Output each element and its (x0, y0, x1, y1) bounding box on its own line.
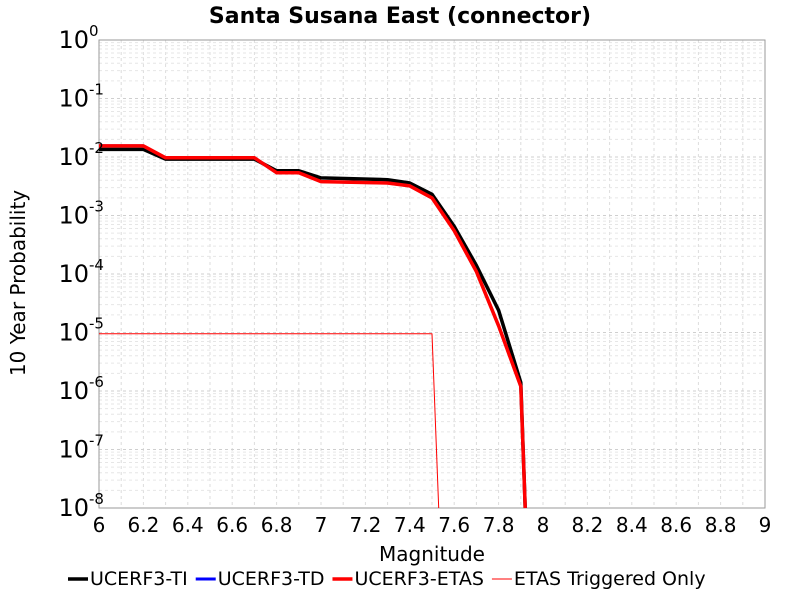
y-tick-label: 10 -6 (58, 373, 104, 405)
x-tick-label: 8.4 (616, 513, 648, 537)
series-line-2 (99, 144, 527, 509)
y-tick-exponent: -4 (89, 256, 104, 274)
y-tick-exponent: -1 (89, 81, 104, 99)
y-tick-exponent: -2 (89, 139, 104, 157)
y-tick-base: 10 (58, 85, 89, 113)
x-tick-label: 6.8 (261, 513, 293, 537)
x-tick-label: 8 (537, 513, 550, 537)
series-line-3 (99, 333, 440, 509)
y-tick-exponent: -3 (89, 198, 104, 216)
x-tick-label: 7 (315, 513, 328, 537)
x-tick-label: 8.6 (660, 513, 692, 537)
y-tick-exponent: 0 (89, 22, 99, 40)
legend: UCERF3-TI UCERF3-TD UCERF3-ETAS ETAS Trigge… (68, 568, 706, 590)
x-axis-ticks: 6 6.2 6.4 6.6 6.8 7 7.2 7.4 7.6 7.8 8 8.2 8.4 8.6 8.8 9 (93, 513, 772, 537)
x-tick-label: 7.4 (394, 513, 426, 537)
grid (98, 40, 766, 509)
y-tick-label: 10 -5 (58, 315, 104, 347)
y-tick-base: 10 (58, 319, 89, 347)
y-tick-label: 10 0 (58, 22, 98, 54)
x-tick-label: 7.6 (438, 513, 470, 537)
legend-label-1: UCERF3-TD (218, 568, 325, 590)
y-tick-label: 10 -4 (58, 256, 104, 288)
x-tick-label: 6.2 (127, 513, 159, 537)
chart-title: Santa Susana East (connector) (209, 4, 591, 29)
legend-label-3: ETAS Triggered Only (514, 568, 706, 590)
y-tick-label: 10 -3 (58, 198, 104, 230)
x-tick-label: 8.2 (571, 513, 603, 537)
y-tick-exponent: -6 (89, 373, 104, 391)
plot-area (98, 39, 766, 509)
y-tick-label: 10 -8 (58, 490, 104, 522)
y-axis-label: 10 Year Probability (6, 190, 30, 376)
legend-label-2: UCERF3-ETAS (354, 568, 483, 590)
y-tick-exponent: -8 (89, 490, 104, 508)
y-tick-base: 10 (58, 143, 89, 171)
y-tick-base: 10 (58, 436, 89, 464)
y-tick-label: 10 -7 (58, 432, 104, 464)
x-tick-label: 7.8 (483, 513, 515, 537)
x-tick-label: 9 (759, 513, 772, 537)
y-tick-base: 10 (58, 202, 89, 230)
y-tick-exponent: -7 (89, 432, 104, 450)
y-tick-base: 10 (58, 494, 89, 522)
y-tick-base: 10 (58, 26, 89, 54)
y-tick-label: 10 -1 (58, 81, 104, 113)
legend-label-0: UCERF3-TI (90, 568, 188, 590)
series-line-0 (99, 147, 527, 509)
y-tick-base: 10 (58, 377, 89, 405)
y-tick-exponent: -5 (89, 315, 104, 333)
x-tick-label: 7.2 (349, 513, 381, 537)
x-tick-label: 8.8 (705, 513, 737, 537)
series-line-1 (99, 144, 527, 509)
y-tick-base: 10 (58, 260, 89, 288)
series-layer (99, 144, 527, 509)
y-tick-label: 10 -2 (58, 139, 104, 171)
x-tick-label: 6 (93, 513, 106, 537)
x-tick-label: 6.4 (172, 513, 204, 537)
x-tick-label: 6.6 (216, 513, 248, 537)
x-axis-label: Magnitude (379, 542, 485, 566)
